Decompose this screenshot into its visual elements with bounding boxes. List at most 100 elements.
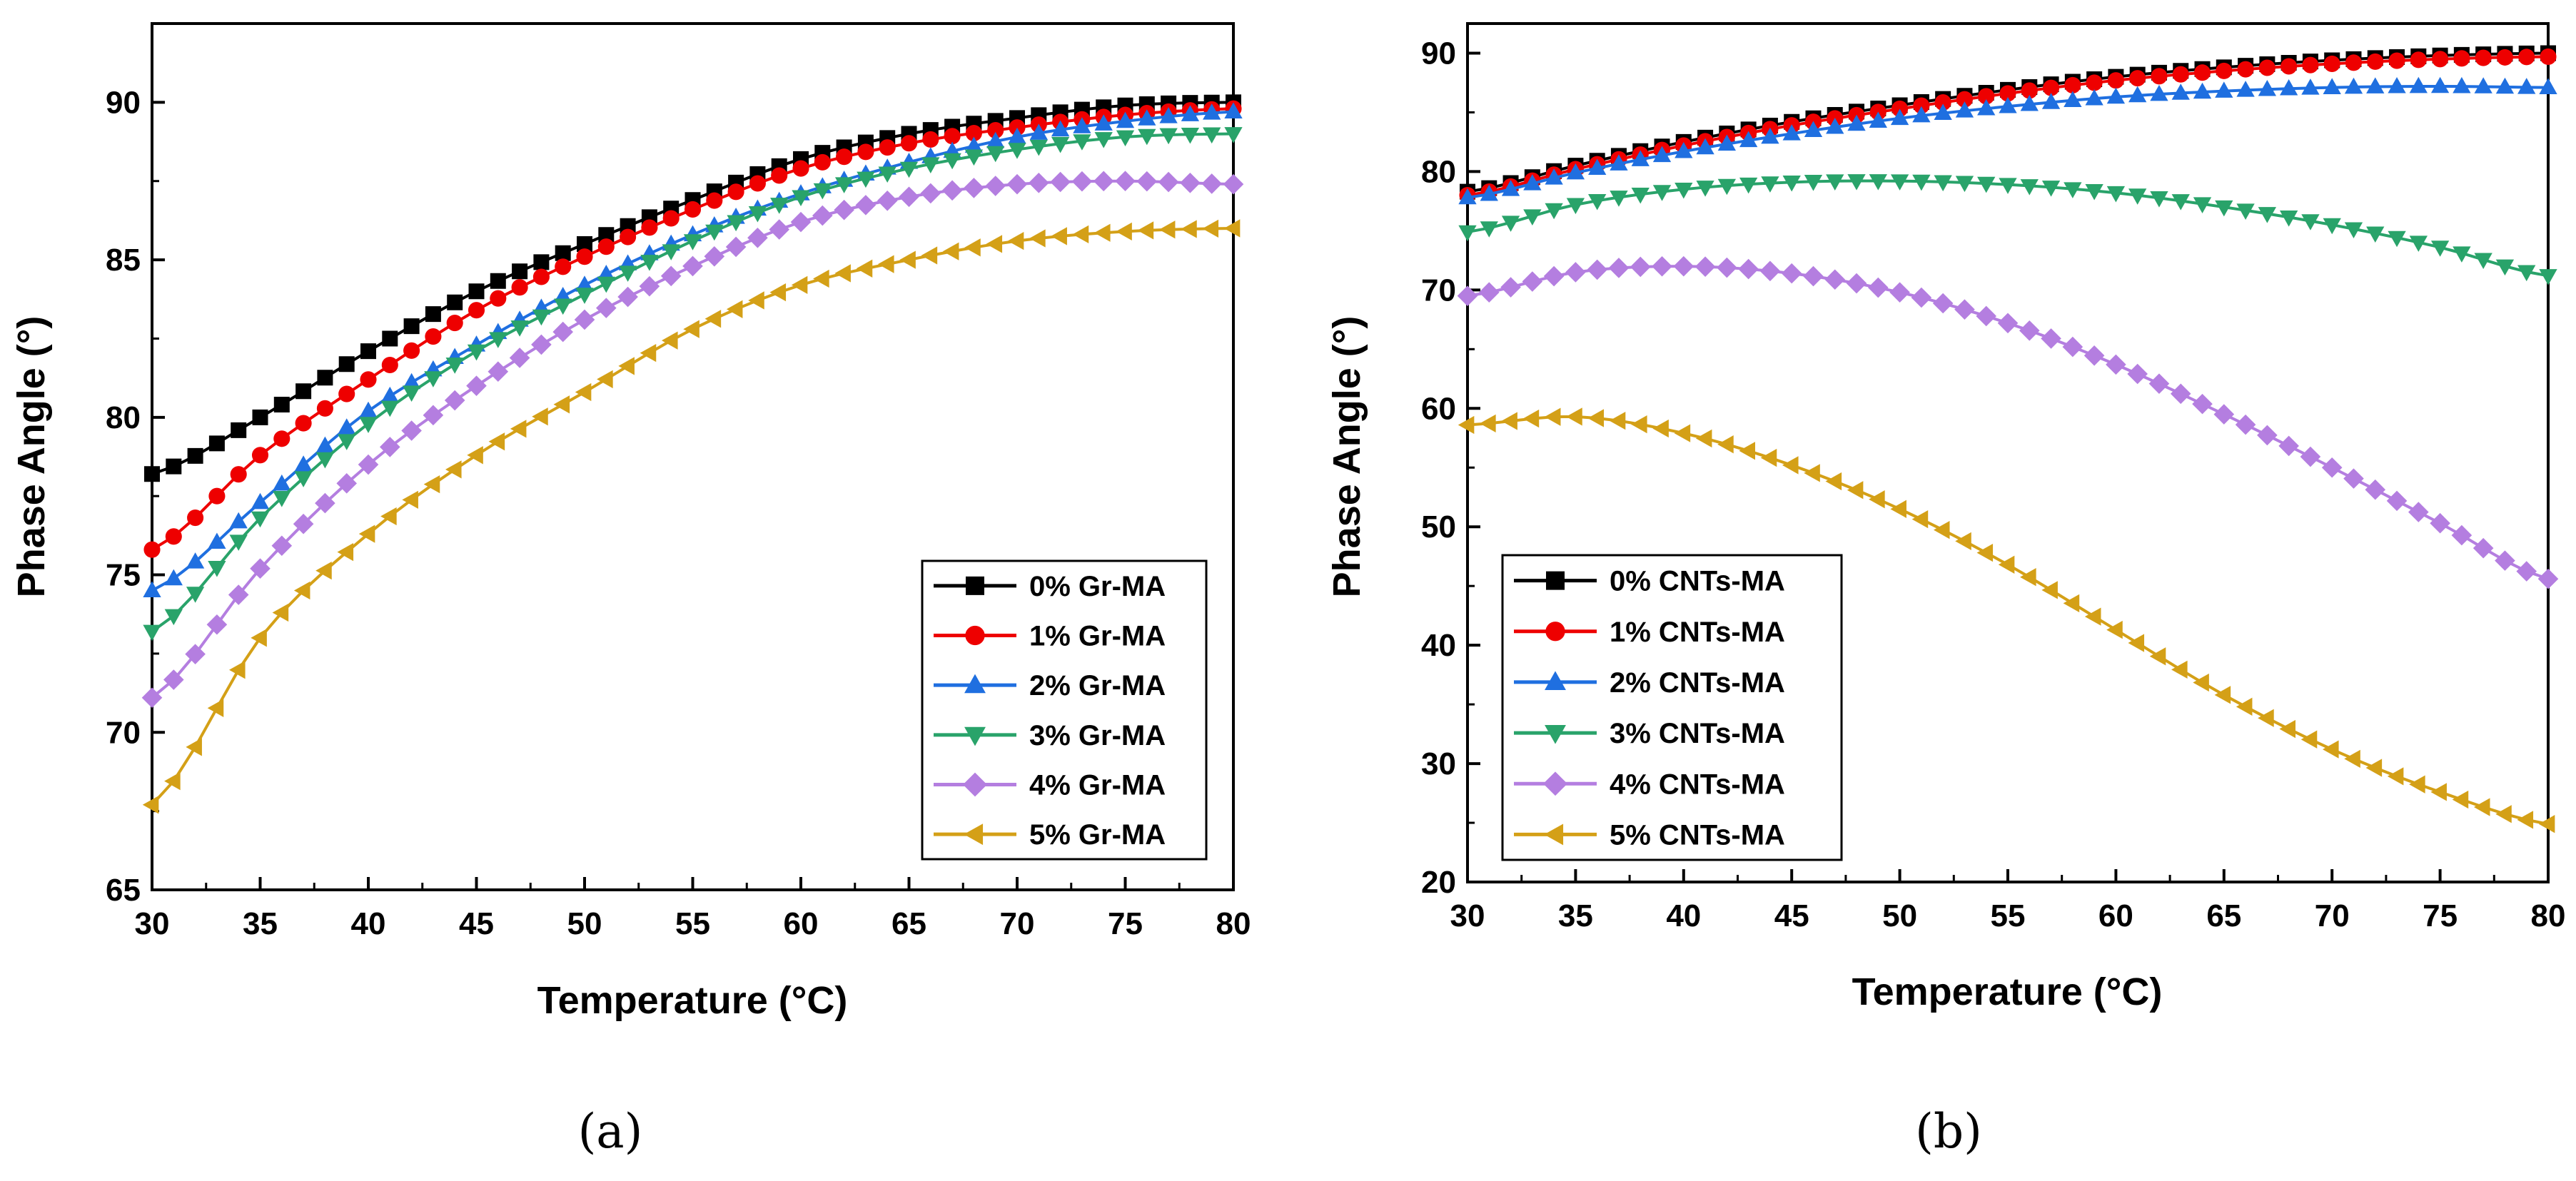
data-point (1073, 117, 1091, 133)
data-point (1976, 543, 1994, 562)
series-line (1467, 55, 2549, 197)
data-point (229, 534, 248, 551)
data-point (1457, 285, 1478, 306)
data-point (1566, 163, 1585, 180)
data-point (1694, 256, 1716, 278)
data-point (1480, 184, 1498, 201)
x-tick-label: 55 (1991, 898, 2026, 933)
caption-a: (a) (578, 1104, 643, 1159)
data-point (1071, 171, 1093, 192)
x-tick-label: 50 (1882, 898, 1917, 933)
data-point (2279, 719, 2295, 739)
data-point (1029, 123, 1048, 140)
data-point (1998, 555, 2015, 574)
data-point (2537, 568, 2559, 589)
data-point (338, 356, 355, 372)
data-point (2171, 194, 2190, 211)
data-point (1674, 424, 1691, 442)
data-point (1999, 85, 2016, 102)
data-point (2518, 49, 2535, 66)
data-point (1804, 175, 1823, 191)
legend-marker (1544, 823, 1564, 846)
data-point (251, 511, 270, 528)
data-point (2258, 79, 2277, 96)
x-tick-label: 30 (135, 906, 170, 941)
data-point (380, 507, 397, 526)
data-point (1891, 100, 1909, 118)
legend-label: 5% CNTs-MA (1610, 819, 1785, 851)
data-point (2517, 811, 2534, 829)
data-point (2083, 345, 2105, 366)
data-point (662, 331, 678, 350)
data-point (2344, 222, 2363, 239)
data-point (1652, 185, 1672, 201)
data-point (834, 177, 854, 193)
x-tick-label: 70 (1000, 906, 1035, 941)
data-point (727, 215, 745, 232)
data-point (640, 343, 657, 363)
x-tick-label: 50 (567, 906, 602, 941)
data-point (2300, 730, 2318, 749)
data-point (727, 183, 744, 201)
data-point (2539, 269, 2557, 285)
data-point (2323, 218, 2341, 235)
y-tick-label: 50 (1421, 510, 1456, 544)
data-point (533, 254, 550, 270)
data-point (1523, 174, 1542, 191)
data-point (597, 238, 615, 255)
data-point (921, 246, 938, 265)
data-point (1501, 180, 1520, 196)
y-tick-label: 75 (106, 558, 141, 593)
data-point (425, 328, 442, 345)
data-point (251, 629, 267, 647)
data-point (836, 148, 853, 166)
data-point (402, 490, 418, 510)
data-point (552, 321, 573, 343)
data-point (208, 487, 226, 505)
data-point (2193, 673, 2209, 692)
data-point (2300, 446, 2321, 467)
legend-b: 0% CNTs-MA 1% CNTs-MA 2% CNTs-MA 3% CNTs-MA… (1501, 554, 1843, 861)
data-point (1978, 88, 1995, 105)
y-axis-title-b: Phase Angle (°) (1325, 316, 1368, 598)
data-point (1631, 415, 1647, 434)
data-point (2388, 77, 2406, 93)
data-point (402, 385, 421, 402)
data-point (790, 211, 812, 233)
data-point (360, 343, 376, 360)
data-point (316, 400, 333, 417)
data-point (2041, 581, 2058, 599)
data-point (1932, 293, 1954, 314)
data-point (1608, 258, 1630, 278)
data-point (834, 199, 854, 221)
data-point (1997, 313, 2019, 334)
data-point (748, 206, 767, 223)
data-point (747, 227, 768, 248)
data-point (231, 422, 247, 438)
data-point (1072, 225, 1089, 244)
data-point (163, 669, 184, 690)
data-point (2172, 66, 2189, 83)
data-point (164, 609, 183, 626)
data-point (575, 275, 594, 292)
data-point (2064, 76, 2081, 93)
data-point (185, 644, 206, 664)
data-point (1138, 109, 1156, 126)
data-point (187, 447, 203, 464)
data-point (1158, 221, 1176, 239)
legend-label: 3% Gr-MA (1029, 720, 1166, 751)
data-point (2430, 783, 2447, 801)
data-point (2388, 230, 2406, 248)
data-point (2106, 620, 2123, 639)
data-point (1933, 521, 1950, 539)
data-point (1480, 221, 1498, 238)
data-point (532, 309, 551, 326)
data-point (2539, 78, 2557, 94)
data-point (662, 210, 680, 227)
legend-box (1501, 554, 1843, 861)
y-axis-title-a: Phase Angle (°) (10, 316, 53, 598)
legend-label: 0% CNTs-MA (1610, 566, 1785, 597)
data-point (1824, 269, 1846, 290)
legend-marker (1546, 571, 1565, 590)
data-point (294, 455, 313, 472)
